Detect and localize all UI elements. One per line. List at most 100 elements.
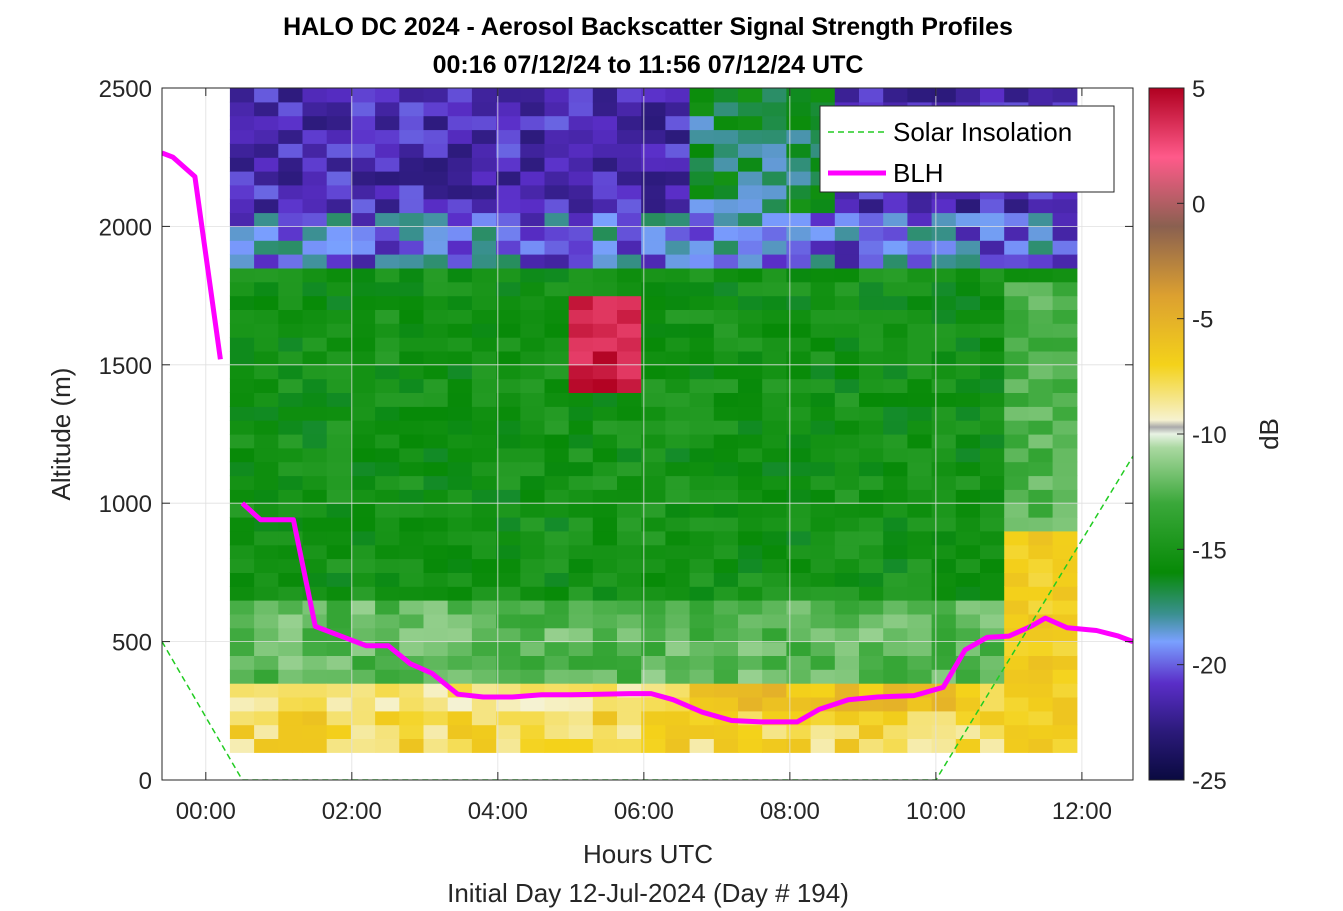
heatmap-cell <box>665 406 691 421</box>
heatmap-cell <box>302 254 328 269</box>
heatmap-cell <box>423 157 449 172</box>
heatmap-cell <box>350 558 376 573</box>
heatmap-cell <box>229 530 255 546</box>
chart-subtitle: 00:16 07/12/24 to 11:56 07/12/24 UTC <box>433 51 864 79</box>
heatmap-cell <box>931 655 957 670</box>
heatmap-cell <box>1004 364 1029 380</box>
heatmap-cell <box>689 323 715 338</box>
heatmap-cell <box>641 351 666 366</box>
heatmap-cell <box>762 129 787 144</box>
heatmap-cell <box>883 240 908 255</box>
heatmap-cell <box>254 710 279 726</box>
heatmap-cell <box>229 724 255 739</box>
heatmap-cell <box>786 295 812 310</box>
heatmap-cell <box>278 364 304 380</box>
heatmap-cell <box>229 254 255 269</box>
heatmap-cell <box>738 101 763 117</box>
heatmap-cell <box>1028 489 1054 504</box>
heatmap-cell <box>592 88 618 103</box>
heatmap-cell <box>834 406 860 421</box>
heatmap-cell <box>496 88 521 103</box>
heatmap-cell <box>665 558 691 573</box>
colorbar-tick-label: 0 <box>1192 191 1205 218</box>
heatmap-cell <box>568 254 594 269</box>
heatmap-cell <box>302 683 328 698</box>
heatmap-cell <box>1052 88 1078 103</box>
heatmap-cell <box>278 697 304 712</box>
heatmap-cell <box>762 586 787 601</box>
heatmap-cell <box>326 309 352 324</box>
heatmap-cell <box>544 171 570 186</box>
heatmap-cell <box>810 503 836 518</box>
heatmap-cell <box>665 184 691 200</box>
heatmap-cell <box>883 517 908 532</box>
heatmap-cell <box>520 212 546 227</box>
heatmap-cell <box>617 710 642 726</box>
heatmap-cell <box>302 724 328 739</box>
heatmap-cell <box>471 323 497 338</box>
heatmap-cell <box>592 544 618 560</box>
heatmap-cell <box>399 157 425 172</box>
heatmap-cell <box>907 212 933 227</box>
heatmap-cell <box>980 475 1005 490</box>
heatmap-cell <box>762 669 787 684</box>
heatmap-cell <box>786 600 812 615</box>
heatmap-cell <box>931 212 957 227</box>
heatmap-cell <box>955 710 981 726</box>
heatmap-cell <box>350 600 376 615</box>
heatmap-cell <box>762 281 787 297</box>
heatmap-cell <box>980 544 1005 560</box>
heatmap-cell <box>278 420 304 435</box>
heatmap-cell <box>810 434 836 449</box>
heatmap-cell <box>471 378 497 393</box>
heatmap-cell <box>278 309 304 324</box>
heatmap-cell <box>399 669 425 684</box>
heatmap-cell <box>641 143 666 158</box>
heatmap-cell <box>254 295 279 310</box>
heatmap-cell <box>859 88 884 103</box>
heatmap-cell <box>254 641 279 656</box>
heatmap-cell <box>350 281 376 297</box>
heatmap-cell <box>786 461 812 477</box>
heatmap-cell <box>859 267 884 283</box>
heatmap-cell <box>326 295 352 310</box>
heatmap-cell <box>1052 655 1078 670</box>
heatmap-cell <box>447 101 473 117</box>
heatmap-cell <box>955 212 981 227</box>
heatmap-cell <box>859 558 884 573</box>
heatmap-cell <box>302 281 328 297</box>
heatmap-cell <box>1004 641 1029 656</box>
heatmap-cell <box>834 600 860 615</box>
heatmap-cell <box>980 309 1005 324</box>
heatmap-cell <box>689 434 715 449</box>
heatmap-cell <box>834 281 860 297</box>
heatmap-cell <box>762 212 787 227</box>
heatmap-cell <box>859 364 884 380</box>
heatmap-cell <box>689 309 715 324</box>
heatmap-cell <box>302 378 328 393</box>
heatmap-cell <box>520 475 546 490</box>
heatmap-cell <box>689 489 715 504</box>
heatmap-cell <box>859 212 884 227</box>
heatmap-cell <box>786 254 812 269</box>
heatmap-cell <box>689 475 715 490</box>
heatmap-cell <box>592 558 618 573</box>
heatmap-cell <box>399 627 425 643</box>
heatmap-cell <box>1028 627 1054 643</box>
heatmap-cell <box>834 309 860 324</box>
heatmap-cell <box>399 226 425 241</box>
heatmap-cell <box>641 434 666 449</box>
heatmap-cell <box>738 641 763 656</box>
heatmap-cell <box>447 655 473 670</box>
heatmap-cell <box>786 669 812 684</box>
heatmap-cell <box>1028 240 1054 255</box>
heatmap-cell <box>980 586 1005 601</box>
heatmap-cell <box>713 503 739 518</box>
heatmap-cell <box>617 697 642 712</box>
heatmap-cell <box>738 655 763 670</box>
heatmap-cell <box>471 710 497 726</box>
heatmap-cell <box>1004 198 1029 214</box>
heatmap-cell <box>496 669 521 684</box>
heatmap-cell <box>834 724 860 739</box>
heatmap-cell <box>254 503 279 518</box>
